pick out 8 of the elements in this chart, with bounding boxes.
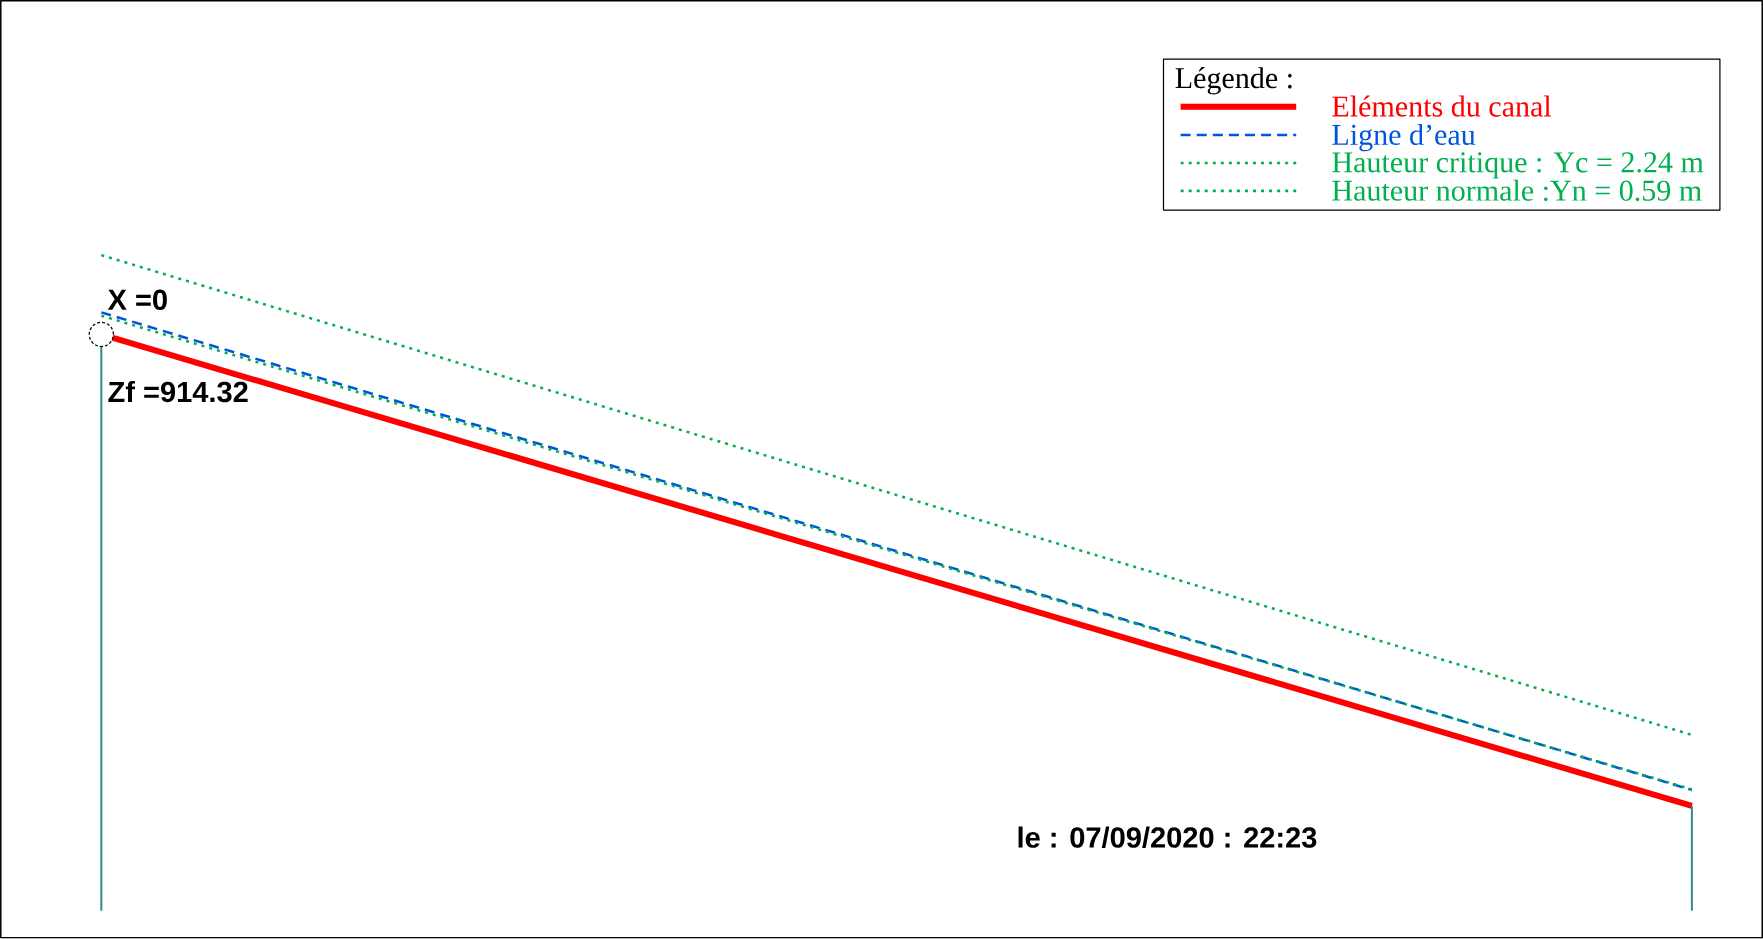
legend-label: Hauteur normale :Yn = 0.59 m xyxy=(1332,179,1702,202)
legend-label: Eléments du canal xyxy=(1332,95,1552,117)
legend-title: Légende : xyxy=(1175,67,1292,95)
legend-label: Hauteur critique : Yc = 2.24 m xyxy=(1332,152,1704,179)
text: le : 07/09/2020 : 22:23 xyxy=(1018,826,1317,849)
annotation: X =0 xyxy=(107,289,167,311)
legend-label: Ligne d’eau xyxy=(1332,124,1476,152)
annotation: Zf =914.32 xyxy=(108,381,248,403)
